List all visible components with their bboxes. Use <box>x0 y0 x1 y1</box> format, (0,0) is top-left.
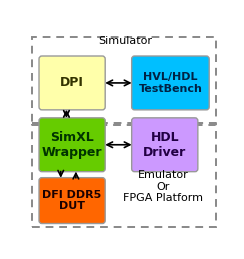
Text: DFI DDR5
DUT: DFI DDR5 DUT <box>42 190 102 211</box>
Text: DPI: DPI <box>60 76 84 89</box>
Text: Emulator
Or
FPGA Platform: Emulator Or FPGA Platform <box>123 170 203 203</box>
FancyBboxPatch shape <box>39 178 105 224</box>
FancyBboxPatch shape <box>39 118 105 172</box>
Text: Simulator: Simulator <box>98 36 152 46</box>
Text: HVL/HDL
TestBench: HVL/HDL TestBench <box>139 72 202 94</box>
FancyBboxPatch shape <box>32 37 216 123</box>
Text: SimXL
Wrapper: SimXL Wrapper <box>42 131 102 159</box>
Text: HDL
Driver: HDL Driver <box>143 131 186 159</box>
FancyBboxPatch shape <box>39 56 105 110</box>
FancyBboxPatch shape <box>132 56 209 110</box>
FancyBboxPatch shape <box>32 125 216 227</box>
FancyBboxPatch shape <box>132 118 198 172</box>
